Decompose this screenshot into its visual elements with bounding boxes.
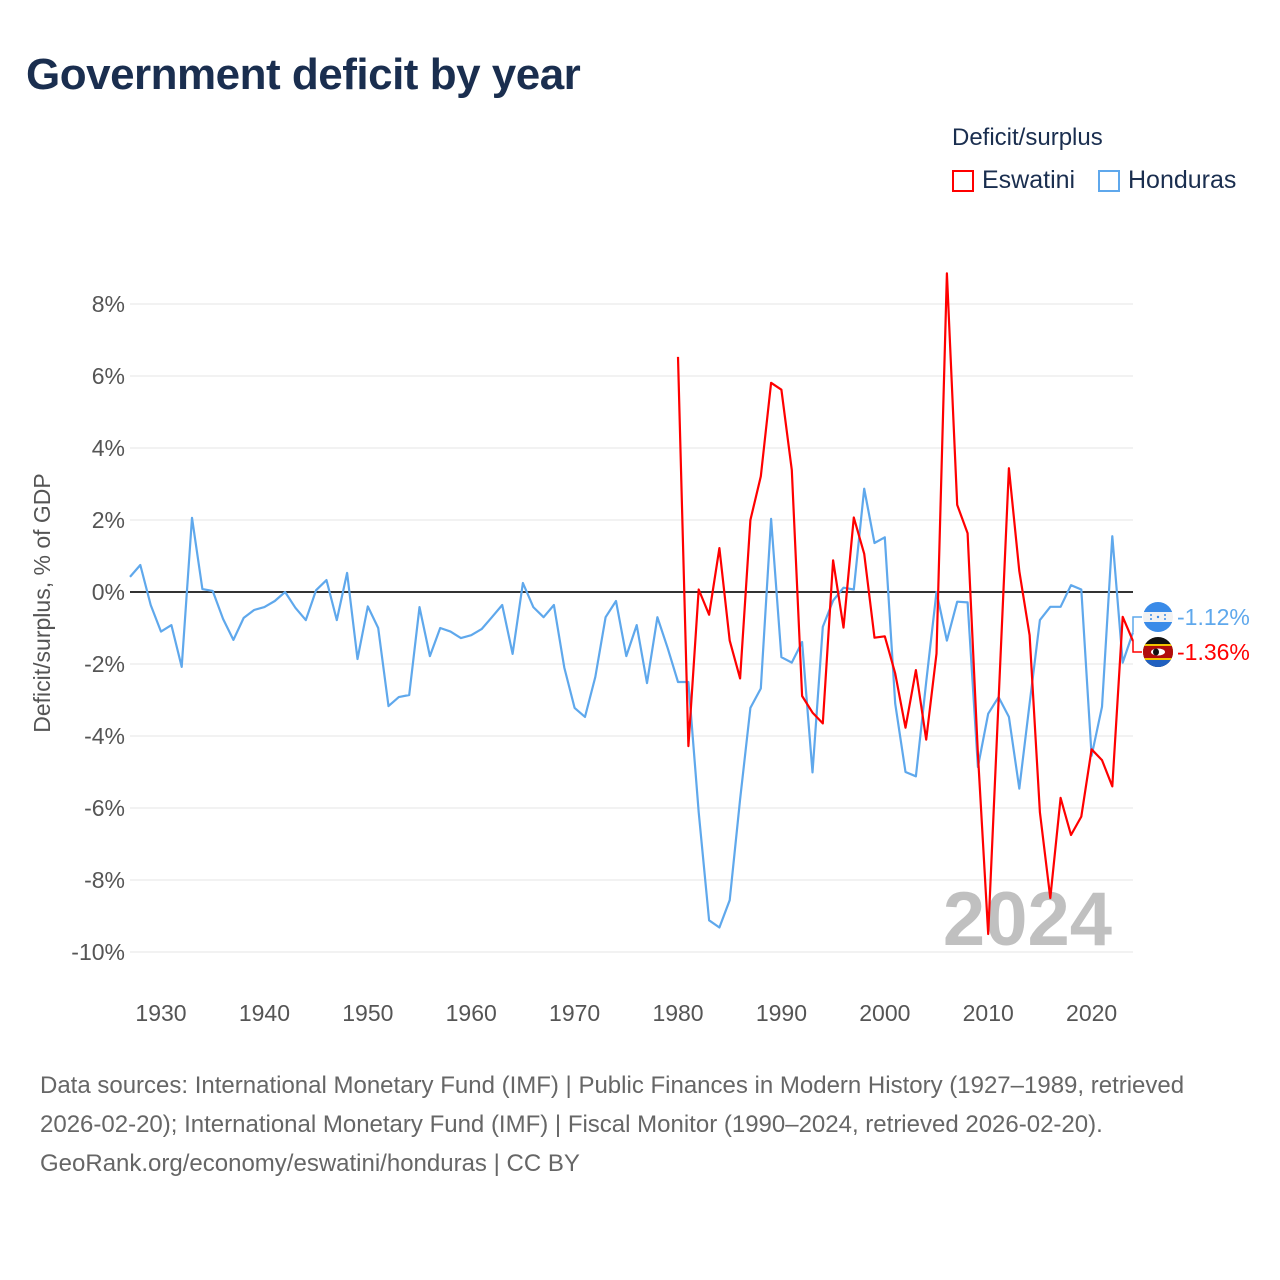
y-axis-label: Deficit/surplus, % of GDP <box>29 473 55 732</box>
honduras-connector <box>1132 616 1142 632</box>
legend-title: Deficit/surplus <box>952 124 1103 151</box>
page-title: Government deficit by year <box>26 50 581 99</box>
x-tick-label: 1930 <box>135 1000 186 1026</box>
legend-item-honduras[interactable]: Honduras <box>1098 166 1236 195</box>
x-tick-label: 1940 <box>239 1000 290 1026</box>
y-tick-label: 0% <box>92 579 125 605</box>
y-tick-label: -10% <box>71 939 125 965</box>
eswatini-flag-icon <box>1143 637 1173 667</box>
legend-swatch-honduras <box>1098 169 1120 192</box>
y-tick-label: 4% <box>92 435 125 461</box>
x-tick-label: 2020 <box>1066 1000 1117 1026</box>
legend-label: Eswatini <box>982 166 1076 194</box>
y-tick-label: 2% <box>92 507 125 533</box>
series-line-honduras[interactable] <box>129 487 1135 929</box>
x-tick-label: 1990 <box>756 1000 807 1026</box>
eswatini-connector <box>1132 641 1142 653</box>
x-tick-label: 2000 <box>859 1000 910 1026</box>
line-chart: 8% 6% 4% 2% 0% -2% -4% -6% -8% -10% 1930 1940 1950 1… <box>29 272 1250 1026</box>
x-tick-label: 1970 <box>549 1000 600 1026</box>
legend-item-eswatini[interactable]: Eswatini <box>952 166 1075 195</box>
y-tick-label: -4% <box>84 723 125 749</box>
legend-swatch-eswatini <box>952 169 974 192</box>
y-tick-label: -2% <box>84 651 125 677</box>
credit-link[interactable]: GeoRank.org/economy/eswatini/honduras | … <box>40 1150 580 1177</box>
current-year-watermark: 2024 <box>943 877 1112 962</box>
y-tick-label: -8% <box>84 867 125 893</box>
legend-label: Honduras <box>1128 166 1237 194</box>
x-tick-label: 2010 <box>963 1000 1014 1026</box>
honduras-end-value: -1.12% <box>1177 604 1250 630</box>
honduras-flag-icon <box>1143 602 1173 632</box>
x-tick-label: 1950 <box>342 1000 393 1026</box>
y-tick-label: 6% <box>92 363 125 389</box>
eswatini-end-value: -1.36% <box>1177 639 1250 665</box>
y-tick-label: -6% <box>84 795 125 821</box>
footer: Data sources: International Monetary Fun… <box>40 1066 1240 1183</box>
x-tick-label: 1960 <box>446 1000 497 1026</box>
data-sources: Data sources: International Monetary Fun… <box>40 1072 1185 1138</box>
y-tick-label: 8% <box>92 291 125 317</box>
x-tick-label: 1980 <box>652 1000 703 1026</box>
series-line-eswatini[interactable] <box>676 272 1135 936</box>
